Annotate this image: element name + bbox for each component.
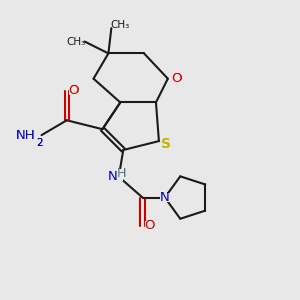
FancyBboxPatch shape xyxy=(162,138,171,150)
Text: CH₃: CH₃ xyxy=(111,20,130,30)
Text: O: O xyxy=(171,72,181,85)
Text: O: O xyxy=(145,219,155,232)
Text: S: S xyxy=(161,137,171,151)
Text: N: N xyxy=(108,170,118,183)
Text: N: N xyxy=(108,170,118,183)
FancyBboxPatch shape xyxy=(18,130,33,140)
Text: S: S xyxy=(161,137,171,151)
Text: 2: 2 xyxy=(36,138,42,148)
FancyBboxPatch shape xyxy=(106,169,122,181)
Text: NH: NH xyxy=(15,129,35,142)
Text: O: O xyxy=(145,219,155,232)
Text: O: O xyxy=(68,84,79,97)
FancyBboxPatch shape xyxy=(145,221,155,230)
Text: N: N xyxy=(160,191,170,204)
FancyBboxPatch shape xyxy=(171,74,181,83)
Text: O: O xyxy=(171,72,181,85)
Text: N: N xyxy=(160,191,170,204)
Text: NH: NH xyxy=(15,129,35,142)
Text: H: H xyxy=(117,167,127,180)
FancyBboxPatch shape xyxy=(160,193,170,202)
Text: H: H xyxy=(117,167,127,180)
Text: CH₃: CH₃ xyxy=(66,37,85,46)
Text: 2: 2 xyxy=(36,138,42,148)
Text: O: O xyxy=(68,84,79,97)
FancyBboxPatch shape xyxy=(69,86,78,95)
